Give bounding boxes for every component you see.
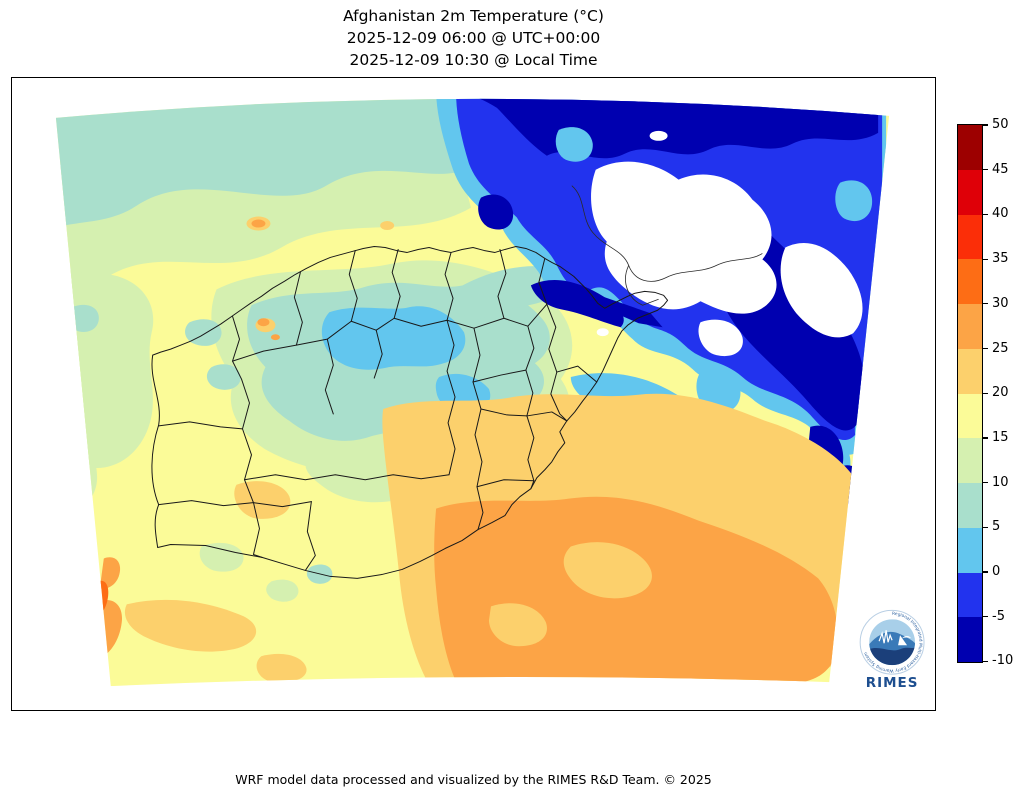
figure-title: Afghanistan 2m Temperature (°C) 2025-12-… xyxy=(11,5,936,71)
footer-credit: WRF model data processed and visualized … xyxy=(235,772,712,787)
colorbar-band-15_20 xyxy=(958,393,982,439)
colorbar-ticklabel: 40 xyxy=(992,206,1009,222)
colorbar-ticklabel: 30 xyxy=(992,295,1009,311)
colorbar-ticklabel: 50 xyxy=(992,117,1009,132)
colorbar-band-25_30 xyxy=(958,304,982,349)
colorbar-tickmark xyxy=(983,124,988,126)
rimes-logo: Regional Integrated Multi-Hazard Early W… xyxy=(859,609,925,691)
colorbar-ticklabel: 10 xyxy=(992,474,1009,490)
rimes-logo-emblem xyxy=(869,619,916,666)
colorbar-tickmark xyxy=(983,437,988,439)
colorbar-band-0_5 xyxy=(958,527,982,573)
colorbar-band-10_15 xyxy=(958,438,982,483)
colorbar: 50 45 40 35 30 25 20 15 10 5 0 -5 -10 xyxy=(957,118,1026,668)
colorbar-tickmark xyxy=(983,213,988,216)
colorbar-ticklabel: 35 xyxy=(992,251,1009,267)
colorbar-band-5_10 xyxy=(958,483,982,528)
province-boundaries xyxy=(151,185,763,579)
colorbar-tickmark xyxy=(983,303,988,305)
colorbar-band-30_35 xyxy=(958,259,982,304)
colorbar-tickmark xyxy=(983,660,988,663)
colorbar-tickmark xyxy=(983,616,988,618)
title-line-3: 2025-12-09 10:30 @ Local Time xyxy=(349,51,598,69)
colorbar-tickmark xyxy=(983,258,988,260)
colorbar-ticklabel: -5 xyxy=(992,608,1005,624)
colorbar-ticklabel: 20 xyxy=(992,385,1009,401)
rimes-logo-text: RIMES xyxy=(866,676,919,691)
map-frame: Regional Integrated Multi-Hazard Early W… xyxy=(11,77,936,711)
colorbar-ticklabel: 45 xyxy=(992,161,1009,177)
title-line-1: Afghanistan 2m Temperature (°C) xyxy=(343,7,604,25)
colorbar-ticklabel: 15 xyxy=(992,429,1009,445)
colorbar-band-m10_m5 xyxy=(958,617,982,662)
title-line-2: 2025-12-09 06:00 @ UTC+00:00 xyxy=(346,29,601,47)
colorbar-band-35_40 xyxy=(958,214,982,260)
colorbar-bar xyxy=(957,124,983,663)
colorbar-tickmark xyxy=(983,392,988,394)
colorbar-band-45_50 xyxy=(958,125,982,170)
colorbar-ticklabel: -10 xyxy=(992,653,1014,669)
colorbar-ticklabel: 0 xyxy=(992,564,1001,579)
temperature-field xyxy=(55,98,890,687)
colorbar-tickmark xyxy=(983,169,988,171)
band-region-below-m10 xyxy=(591,130,863,357)
colorbar-band-40_45 xyxy=(958,169,982,215)
colorbar-ticklabel: 25 xyxy=(992,340,1009,356)
colorbar-tickmark xyxy=(983,571,988,573)
colorbar-band-m5_0 xyxy=(958,572,982,618)
colorbar-band-20_25 xyxy=(958,348,982,394)
temperature-map: Regional Integrated Multi-Hazard Early W… xyxy=(55,98,925,691)
band-region-20-25-islands xyxy=(488,542,652,647)
colorbar-tickmark xyxy=(983,526,988,528)
colorbar-ticklabel: 5 xyxy=(992,519,1001,535)
colorbar-tickmark xyxy=(983,347,988,350)
colorbar-tickmark xyxy=(983,482,988,484)
